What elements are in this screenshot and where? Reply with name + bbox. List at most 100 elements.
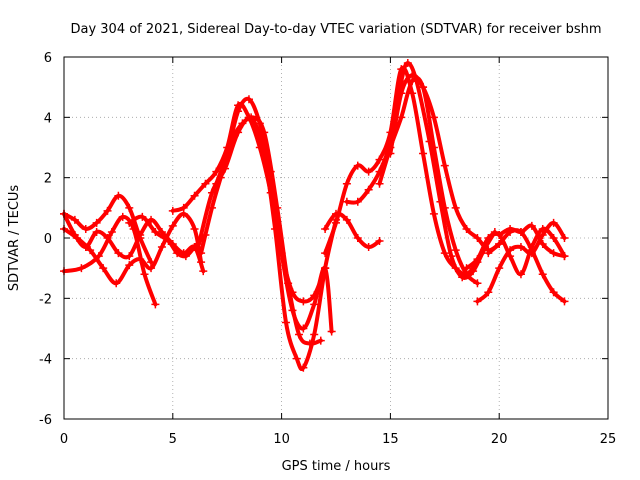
data-point-marker (234, 128, 243, 137)
data-point-marker (310, 300, 319, 309)
data-point-marker (147, 264, 156, 273)
data-point-marker (353, 161, 362, 170)
data-point-marker (473, 297, 482, 306)
data-point-marker (364, 243, 373, 252)
data-point-marker (81, 224, 90, 233)
data-point-marker (77, 264, 86, 273)
data-point-marker (86, 246, 95, 255)
data-point-marker (538, 240, 547, 249)
data-point-marker (429, 209, 438, 218)
x-tick-label: 20 (491, 432, 508, 447)
series-track-i (212, 95, 336, 336)
data-point-marker (429, 143, 438, 152)
data-point-marker (462, 264, 471, 273)
data-point-marker (321, 224, 330, 233)
data-point-marker (288, 306, 297, 315)
data-point-marker (140, 270, 149, 279)
y-axis-label: SDTVAR / TECUs (7, 185, 22, 292)
data-point-marker (451, 246, 460, 255)
series-track-r (495, 221, 569, 261)
data-point-marker (447, 252, 456, 261)
series-line (170, 102, 328, 304)
data-point-marker (440, 249, 449, 258)
data-point-marker (299, 363, 308, 372)
data-point-marker (295, 330, 304, 339)
data-point-marker (397, 113, 406, 122)
series-track-e (125, 212, 210, 261)
data-point-marker (516, 270, 525, 279)
data-point-marker (92, 227, 101, 236)
data-point-marker (125, 203, 134, 212)
data-point-marker (419, 83, 428, 92)
data-point-marker (92, 218, 101, 227)
data-point-marker (419, 149, 428, 158)
data-point-marker (114, 249, 123, 258)
series-line (486, 228, 567, 304)
data-point-marker (190, 191, 199, 200)
data-point-marker (440, 203, 449, 212)
data-point-marker (316, 336, 325, 345)
data-point-marker (157, 243, 166, 252)
data-point-marker (199, 267, 208, 276)
data-point-marker (201, 179, 210, 188)
data-point-marker (375, 155, 384, 164)
data-point-marker (342, 215, 351, 224)
data-point-marker (364, 167, 373, 176)
data-point-marker (495, 264, 504, 273)
data-point-marker (549, 249, 558, 258)
data-point-marker (397, 89, 406, 98)
data-point-marker (403, 59, 412, 68)
y-tick-label: 0 (44, 232, 52, 247)
series-track-j (321, 209, 384, 252)
data-point-marker (538, 224, 547, 233)
series-line (464, 226, 567, 277)
x-tick-label: 25 (600, 432, 617, 447)
data-point-marker (458, 273, 467, 282)
data-point-marker (190, 243, 199, 252)
data-point-marker (125, 218, 134, 227)
data-point-marker (107, 227, 116, 236)
data-point-marker (549, 218, 558, 227)
y-tick-label: 6 (44, 51, 52, 66)
data-point-marker (103, 234, 112, 242)
data-point-marker (484, 234, 493, 242)
data-point-marker (255, 119, 264, 128)
data-point-marker (332, 218, 340, 227)
data-point-marker (495, 240, 504, 249)
y-tick-label: 4 (44, 111, 52, 126)
chart-title: Day 304 of 2021, Sidereal Day-to-day VTE… (70, 22, 601, 37)
x-tick-label: 5 (169, 432, 177, 447)
data-point-marker (277, 249, 286, 258)
data-point-marker (469, 267, 478, 276)
data-point-marker (364, 185, 373, 194)
data-point-marker (129, 224, 138, 233)
data-point-marker (484, 249, 493, 258)
data-point-marker (375, 237, 384, 246)
data-point-marker (353, 234, 362, 242)
data-point-marker (321, 264, 330, 273)
data-point-marker (527, 221, 536, 230)
y-tick-label: 2 (44, 172, 52, 187)
data-point-marker (114, 191, 123, 200)
data-point-marker (473, 255, 482, 264)
data-point-marker (138, 212, 147, 221)
data-point-marker (462, 224, 471, 233)
series-track-o (473, 218, 569, 306)
data-point-marker (310, 330, 319, 339)
data-point-marker (179, 203, 188, 212)
data-point-marker (353, 197, 362, 206)
data-point-marker (194, 240, 203, 249)
data-point-marker (549, 288, 558, 297)
data-point-marker (321, 249, 330, 258)
x-tick-label: 10 (273, 432, 290, 447)
data-point-marker (473, 234, 482, 242)
x-axis-label: GPS time / hours (282, 459, 391, 474)
data-point-marker (473, 279, 482, 288)
data-point-marker (299, 297, 308, 306)
data-point-marker (342, 197, 351, 206)
data-point-marker (342, 179, 351, 188)
data-point-marker (266, 167, 275, 176)
data-point-marker (516, 243, 525, 252)
data-point-marker (164, 237, 173, 246)
data-point-marker (70, 230, 79, 239)
